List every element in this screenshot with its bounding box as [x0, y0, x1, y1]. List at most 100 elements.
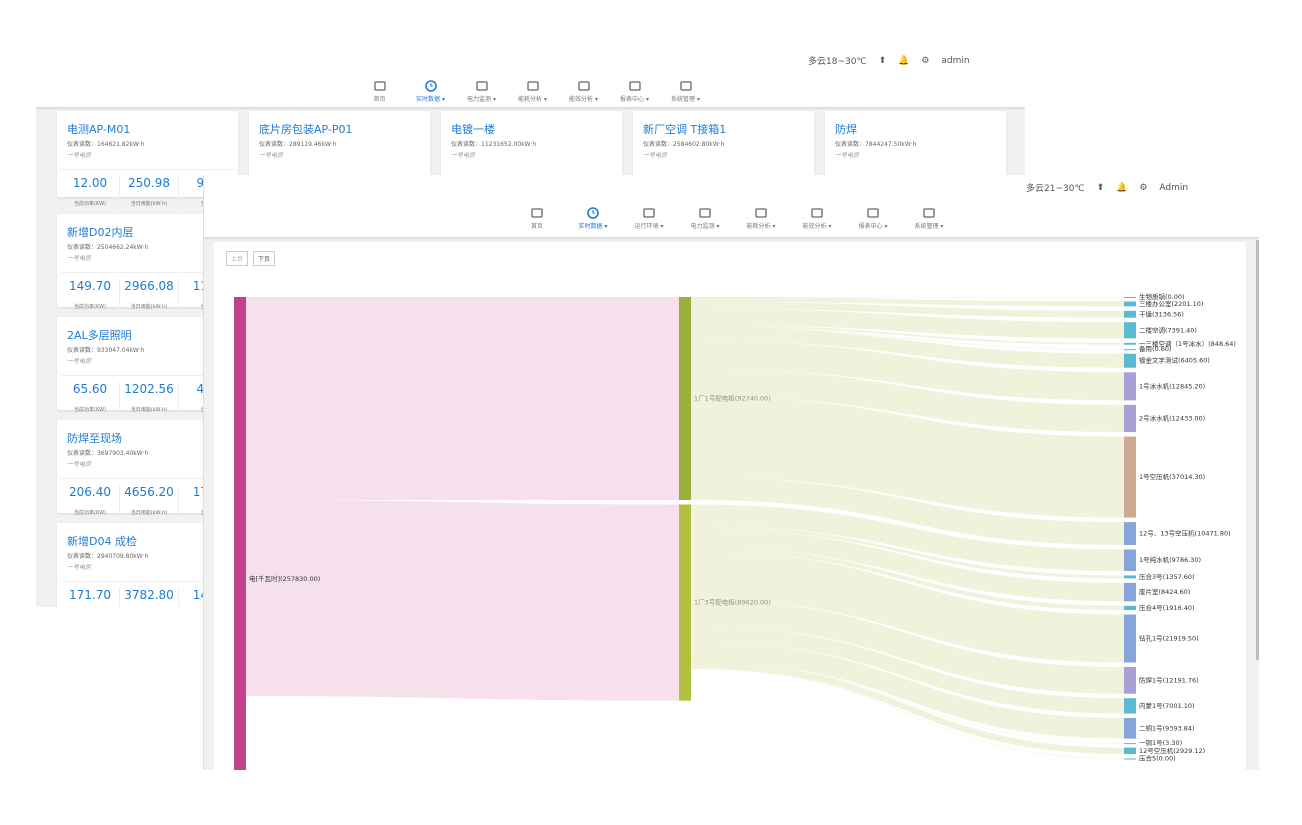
nav-label: 能效分析 ▾ [802, 223, 832, 230]
metric-value: 250.98 [128, 176, 170, 190]
node-label: 二楼空调(7391.40) [1139, 325, 1197, 334]
node-label: 压合4号(1916.40) [1139, 603, 1195, 612]
metric: 250.98 当日用能(kW·h) [120, 176, 179, 209]
node-label: 1号冰水机(12845.20) [1139, 381, 1205, 390]
sankey-link [691, 297, 1124, 307]
header: 多云18~30℃ ⬆ 🔔 ⚙ admin 首页 实时数据 ▾ 电力监测 ▾ 能耗分析 ▾ 能… [36, 48, 1025, 107]
node-label: 备用(0.60) [1139, 344, 1172, 353]
nav-icon [526, 81, 539, 91]
nav-icon [373, 81, 386, 91]
weather[interactable]: 多云18~30℃ [808, 57, 867, 67]
card-location: 一号电房 [835, 152, 860, 159]
sankey-node [1124, 549, 1136, 571]
weather[interactable]: 多云21~30℃ [1026, 184, 1085, 194]
settings[interactable]: ⚙ [921, 55, 930, 66]
sankey-link [691, 308, 1124, 339]
nav-item[interactable]: 首页 [509, 207, 565, 230]
card-reading: 仪表读数：289119.46kW·h [259, 141, 337, 148]
node-label: 废片室(8424.60) [1139, 587, 1190, 596]
user[interactable]: Admin [1159, 182, 1189, 193]
card-reading: 仪表读数：11231652.00kW·h [451, 141, 537, 148]
nav-icon [867, 208, 879, 218]
nav-label: 报表中心 ▾ [620, 96, 649, 103]
sankey-link [691, 301, 1124, 318]
sankey-node [1124, 605, 1136, 611]
card-title: 电镀一楼 [451, 123, 495, 136]
metric-value: 171.70 [69, 588, 111, 602]
card-reading: 仪表读数：3697903.40kW·h [67, 450, 149, 457]
sankey-link [691, 324, 1124, 345]
sankey-node [1124, 372, 1136, 401]
sankey-node [1124, 747, 1136, 755]
sankey-link [691, 662, 1124, 744]
sankey-node [1124, 575, 1136, 579]
nav-item[interactable]: 系统管理 ▾ [660, 80, 711, 103]
node-label: 1号纯水机(9786.30) [1139, 555, 1201, 564]
card-title: 新增D02内层 [67, 226, 134, 239]
sankey-link [691, 551, 1124, 663]
nav-item[interactable]: 能效分析 ▾ [558, 80, 609, 103]
node-label: 三楼办公室(2201.10) [1139, 299, 1203, 308]
metric-value: 4656.20 [124, 485, 174, 499]
metric-label: 当前功率(KW) [74, 201, 106, 207]
metric: 65.60 当前功率(KW) [61, 382, 120, 415]
panel: 1厂1号配电柜(92740.00)1厂3号配电柜(89620.00)电[千瓦时]… [214, 242, 1246, 770]
nav-label: 报表中心 ▾ [858, 223, 888, 230]
upload[interactable]: ⬆ [878, 55, 887, 66]
node-label: 钻孔1号(21919.50) [1139, 634, 1199, 643]
card-location: 一号电房 [67, 358, 92, 365]
next-button[interactable]: 下页 [253, 251, 276, 266]
metric-value: 12.00 [72, 176, 108, 190]
nav-label: 运行环境 ▾ [634, 223, 664, 230]
sankey-node [679, 297, 691, 500]
card-location: 一号电房 [259, 152, 284, 159]
sankey-link [691, 662, 1124, 755]
nav-item[interactable]: 电力监测 ▾ [677, 207, 733, 230]
bell[interactable]: 🔔 [898, 55, 910, 66]
nav-item[interactable]: 实时数据 ▾ [565, 207, 621, 230]
nav-item[interactable]: 系统管理 ▾ [901, 207, 957, 230]
nav-item[interactable]: 能效分析 ▾ [789, 207, 845, 230]
card-reading: 仪表读数：2940709.80kW·h [67, 553, 149, 560]
nav-icon [587, 207, 599, 219]
nav-item[interactable]: 报表中心 ▾ [845, 207, 901, 230]
node-label: 二铜1号(9393.84) [1139, 723, 1195, 732]
nav: 首页 实时数据 ▾ 运行环境 ▾ 电力监测 ▾ 能耗分析 ▾ 能效分析 ▾ 报表中心 ▾ 系统… [509, 207, 957, 230]
nav-label: 实时数据 ▾ [578, 223, 608, 230]
nav-label: 首页 [530, 223, 543, 230]
sankey-link [691, 297, 1124, 298]
nav-item[interactable]: 电力监测 ▾ [456, 80, 507, 103]
sankey-node [679, 504, 691, 701]
card-location: 一号电房 [67, 152, 92, 159]
card-location: 一号电房 [643, 152, 668, 159]
nav-item[interactable]: 能耗分析 ▾ [733, 207, 789, 230]
metric-label: 当前功率(KW) [74, 407, 106, 413]
nav-item[interactable]: 实时数据 ▾ [405, 80, 456, 103]
nav-label: 能效分析 ▾ [569, 96, 598, 103]
nav-label: 电力监测 ▾ [467, 96, 496, 103]
card-reading: 仪表读数：2584602.80kW·h [643, 141, 725, 148]
nav-label: 能耗分析 ▾ [518, 96, 547, 103]
nav-item[interactable]: 报表中心 ▾ [609, 80, 660, 103]
card-title: 新厂空调 T接箱1 [643, 123, 727, 136]
nav-item[interactable]: 运行环境 ▾ [621, 207, 677, 230]
upload[interactable]: ⬆ [1096, 182, 1105, 193]
node-label: 压合3号(1357.60) [1139, 572, 1195, 581]
card-reading: 仪表读数：7844247.50kW·h [835, 141, 917, 148]
user[interactable]: admin [941, 55, 970, 66]
bell[interactable]: 🔔 [1116, 182, 1128, 193]
nav-icon [699, 208, 711, 218]
settings[interactable]: ⚙ [1139, 182, 1148, 193]
card-title: 防焊 [835, 123, 857, 136]
prev-button[interactable]: 上页 [226, 251, 249, 266]
sankey-link [691, 528, 1124, 602]
node-label: 1号空压机(37014.30) [1139, 472, 1205, 481]
sankey-node [1124, 301, 1136, 307]
card-location: 一号电房 [67, 255, 92, 262]
nav-item[interactable]: 首页 [354, 80, 405, 103]
sankey-node [1124, 322, 1136, 339]
nav-item[interactable]: 能耗分析 ▾ [507, 80, 558, 103]
card-reading: 仪表读数：2504662.24kW·h [67, 244, 149, 251]
node-label: 干燥(3136.56) [1139, 309, 1184, 318]
